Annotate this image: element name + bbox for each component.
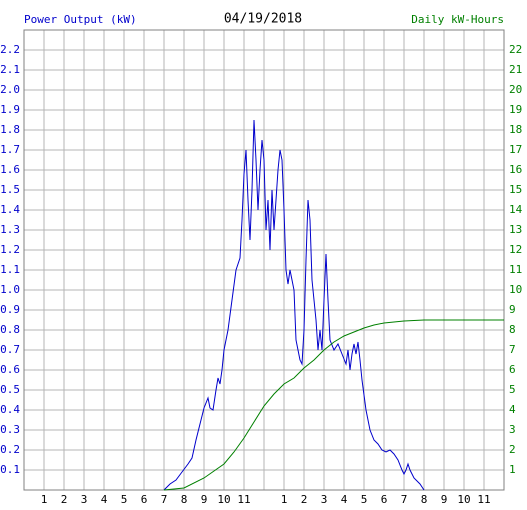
y-tick-label: 1.0: [0, 283, 20, 296]
x-tick-label: 3: [321, 493, 328, 506]
y2-tick-label: 9: [509, 303, 516, 316]
y-tick-label: 1.1: [0, 263, 20, 276]
x-tick-label: 11: [477, 493, 490, 506]
x-tick-label: 7: [401, 493, 408, 506]
x-tick-label: 4: [101, 493, 108, 506]
x-tick-label: 8: [421, 493, 428, 506]
y-tick-label: 0.1: [0, 463, 20, 476]
y2-tick-label: 3: [509, 423, 516, 436]
x-tick-label: 6: [141, 493, 148, 506]
plot-frame: [23, 29, 505, 491]
y2-tick-label: 14: [509, 203, 523, 216]
data-line: [163, 319, 504, 491]
y-tick-label: 1.6: [0, 163, 20, 176]
y-tick-label: 0.5: [0, 383, 20, 396]
y2-tick-label: 5: [509, 383, 516, 396]
y2-tick-label: 19: [509, 103, 522, 116]
chart-title: 04/19/2018: [224, 12, 302, 27]
y-tick-label: 0.6: [0, 363, 20, 376]
x-tick-label: 2: [301, 493, 308, 506]
data-line: [163, 119, 425, 491]
y2-tick-label: 21: [509, 63, 522, 76]
y-tick-label: 0.9: [0, 303, 20, 316]
y2-axis-label: Daily kW-Hours: [411, 13, 504, 26]
x-tick-label: 10: [457, 493, 470, 506]
x-tick-label: 3: [81, 493, 88, 506]
y2-tick-label: 16: [509, 163, 522, 176]
y-tick-label: 1.7: [0, 143, 20, 156]
y2-tick-label: 1: [509, 463, 516, 476]
y-tick-label: 2.0: [0, 83, 20, 96]
x-tick-label: 8: [181, 493, 188, 506]
y-tick-label: 1.9: [0, 103, 20, 116]
y2-tick-label: 8: [509, 323, 516, 336]
y-tick-label: 2.1: [0, 63, 20, 76]
x-tick-label: 7: [161, 493, 168, 506]
x-tick-label: 1: [41, 493, 48, 506]
y-tick-label: 0.2: [0, 443, 20, 456]
y-tick-label: 1.5: [0, 183, 20, 196]
y-tick-label: 1.8: [0, 123, 20, 136]
y2-tick-label: 12: [509, 243, 522, 256]
x-tick-label: 11: [237, 493, 250, 506]
y-tick-label: 1.4: [0, 203, 20, 216]
x-tick-label: 6: [381, 493, 388, 506]
y2-tick-label: 15: [509, 183, 522, 196]
y-tick-label: 2.2: [0, 43, 20, 56]
y2-tick-label: 20: [509, 83, 522, 96]
x-tick-label: 5: [121, 493, 128, 506]
y2-tick-label: 4: [509, 403, 516, 416]
y-tick-label: 0.4: [0, 403, 20, 416]
x-tick-label: 4: [341, 493, 348, 506]
y2-tick-label: 10: [509, 283, 522, 296]
y2-tick-label: 7: [509, 343, 516, 356]
y2-tick-label: 6: [509, 363, 516, 376]
y2-tick-label: 22: [509, 43, 522, 56]
x-tick-label: 1: [281, 493, 288, 506]
x-tick-label: 9: [441, 493, 448, 506]
y2-tick-label: 18: [509, 123, 522, 136]
x-tick-label: 10: [217, 493, 230, 506]
y2-tick-label: 13: [509, 223, 522, 236]
y-tick-label: 1.3: [0, 223, 20, 236]
x-tick-label: 9: [201, 493, 208, 506]
y-tick-label: 0.3: [0, 423, 20, 436]
x-tick-label: 2: [61, 493, 68, 506]
y2-tick-label: 11: [509, 263, 522, 276]
y-tick-label: 0.7: [0, 343, 20, 356]
y2-tick-label: 2: [509, 443, 516, 456]
y-axis-label: Power Output (kW): [24, 13, 137, 26]
y-tick-label: 1.2: [0, 243, 20, 256]
x-tick-label: 5: [361, 493, 368, 506]
y2-tick-label: 17: [509, 143, 522, 156]
y-tick-label: 0.8: [0, 323, 20, 336]
